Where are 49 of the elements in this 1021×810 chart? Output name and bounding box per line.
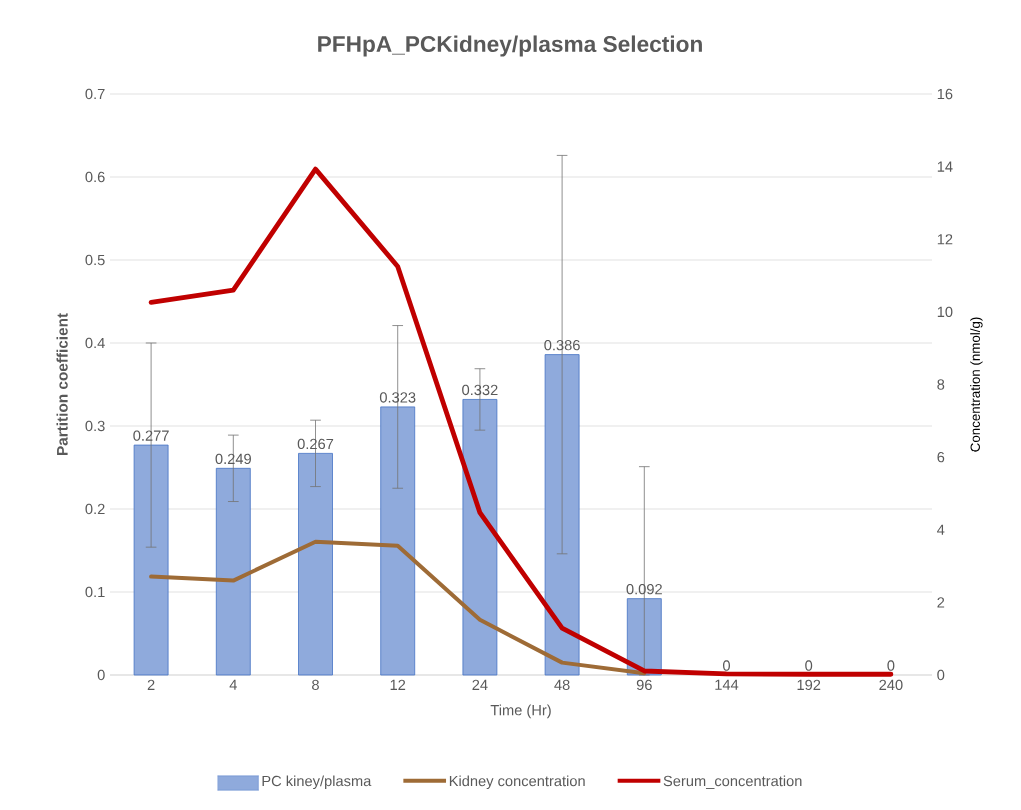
bar (544, 354, 580, 676)
data-label: 0 (722, 660, 730, 671)
y-tick-label: 0.6 (85, 171, 105, 183)
y2-tick-label: 6 (937, 451, 945, 463)
y2-tick-label: 0 (937, 669, 945, 681)
x-tick-label: 192 (797, 679, 821, 691)
bar (133, 444, 169, 676)
bar (380, 406, 416, 676)
x-tick-label: 240 (879, 679, 903, 691)
x-tick-label: 144 (715, 679, 739, 690)
y-tick-label: 0.1 (85, 586, 105, 598)
data-label: 0.277 (133, 430, 169, 441)
y-axis-title: Partition coefficient (56, 313, 68, 456)
x-tick-label: 12 (390, 679, 406, 690)
y2-tick-label: 12 (937, 234, 953, 245)
y2-tick-label: 4 (937, 524, 945, 535)
bar (215, 467, 251, 676)
x-tick-label: 2 (147, 679, 155, 690)
y2-tick-label: 10 (937, 306, 953, 318)
legend-label: Kidney concentration (449, 775, 585, 790)
chart-title: PFHpA_PCKidney/plasma Selection (318, 35, 702, 57)
y2-tick-label: 16 (937, 88, 953, 100)
y-tick-label: 0.3 (85, 420, 105, 432)
x-tick-label: 8 (312, 679, 319, 691)
y-tick-label: 0.7 (85, 88, 105, 100)
legend-label: PC kiney/plasma (262, 775, 372, 790)
data-label: 0.249 (215, 453, 251, 465)
data-label: 0.386 (544, 339, 580, 351)
data-label: 0 (887, 660, 895, 671)
y-tick-label: 0.2 (85, 503, 105, 515)
data-label: 0 (805, 660, 813, 671)
bar (462, 399, 498, 676)
x-tick-label: 96 (636, 679, 652, 691)
x-tick-label: 48 (554, 679, 570, 691)
y2-tick-label: 14 (937, 161, 953, 172)
y-tick-label: 0.4 (85, 337, 105, 349)
y-tick-label: 0.5 (85, 254, 105, 266)
x-tick-label: 4 (229, 679, 237, 690)
y2-axis-title: Concentration (nmol/g) (970, 317, 983, 452)
data-label: 0.092 (626, 583, 662, 595)
y-tick-label: 0 (97, 669, 105, 681)
bar (298, 452, 333, 676)
data-label: 0.332 (462, 384, 498, 396)
x-axis-title: Time (Hr) (490, 704, 551, 719)
legend-label: Serum_concentration (663, 775, 802, 789)
y2-tick-label: 8 (937, 379, 945, 390)
data-label: 0.323 (379, 392, 416, 403)
x-tick-label: 24 (472, 679, 488, 690)
y2-tick-label: 2 (937, 597, 945, 608)
